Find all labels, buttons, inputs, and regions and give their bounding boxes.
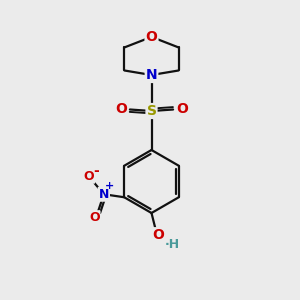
Text: O: O bbox=[152, 228, 164, 242]
Text: N: N bbox=[99, 188, 109, 201]
Text: O: O bbox=[176, 102, 188, 116]
Text: O: O bbox=[83, 170, 94, 183]
Text: N: N bbox=[146, 68, 157, 82]
Text: O: O bbox=[89, 211, 100, 224]
Text: -: - bbox=[94, 164, 100, 178]
Text: +: + bbox=[105, 181, 114, 191]
Text: S: S bbox=[146, 104, 157, 118]
Text: O: O bbox=[115, 102, 127, 116]
Text: O: O bbox=[146, 30, 158, 44]
Text: ·H: ·H bbox=[164, 238, 179, 251]
